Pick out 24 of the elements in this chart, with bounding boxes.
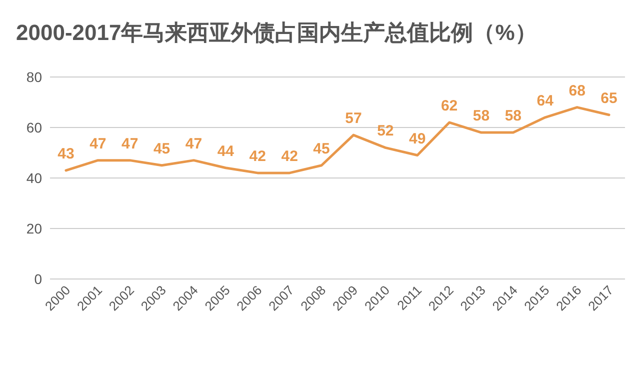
chart-title: 2000-2017年马来西亚外债占国内生产总值比例（%） bbox=[16, 20, 537, 45]
data-label: 68 bbox=[568, 82, 586, 100]
data-label: 42 bbox=[249, 148, 266, 165]
data-label: 42 bbox=[281, 148, 298, 165]
data-label: 47 bbox=[90, 135, 106, 152]
y-tick-label: 0 bbox=[34, 271, 42, 287]
y-tick-label: 80 bbox=[26, 69, 42, 85]
data-label: 58 bbox=[472, 108, 490, 125]
data-label: 64 bbox=[536, 92, 554, 110]
y-tick-label: 60 bbox=[26, 120, 42, 136]
data-label: 47 bbox=[122, 135, 138, 152]
y-tick-label: 20 bbox=[26, 220, 42, 236]
data-label: 52 bbox=[377, 122, 394, 140]
data-label: 47 bbox=[185, 135, 202, 152]
data-label: 49 bbox=[409, 130, 426, 148]
data-label: 44 bbox=[217, 142, 235, 160]
data-label: 43 bbox=[58, 145, 74, 162]
data-label: 62 bbox=[440, 97, 458, 114]
data-label: 45 bbox=[153, 140, 170, 158]
data-label: 57 bbox=[345, 110, 362, 128]
data-label: 45 bbox=[313, 140, 330, 158]
data-label: 65 bbox=[600, 90, 618, 107]
y-tick-label: 40 bbox=[26, 170, 42, 186]
data-label: 58 bbox=[504, 108, 522, 125]
